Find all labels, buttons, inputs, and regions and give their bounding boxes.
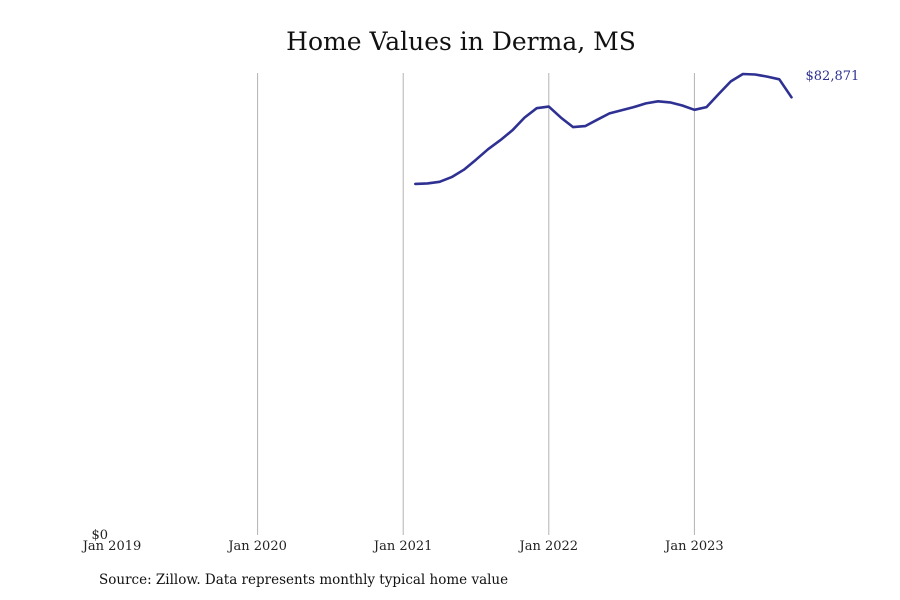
y-tick-labels: $0 xyxy=(91,528,108,543)
x-tick-label: Jan 2019 xyxy=(81,539,142,554)
data-labels: $82,871 xyxy=(806,69,860,84)
chart-title: Home Values in Derma, MS xyxy=(286,27,636,56)
x-tick-label: Jan 2023 xyxy=(663,539,724,554)
series-layer xyxy=(413,72,793,186)
x-tick-labels: Jan 2019 Jan 2020 Jan 2021 Jan 2022 Jan 2023 xyxy=(81,539,724,554)
source-note: Source: Zillow. Data represents monthly … xyxy=(99,572,509,588)
x-tick-label: Jan 2022 xyxy=(518,539,579,554)
y-tick-label: $0 xyxy=(91,528,108,543)
x-tick-label: Jan 2020 xyxy=(226,539,287,554)
gridlines xyxy=(257,73,695,535)
x-tick-label: Jan 2021 xyxy=(372,539,433,554)
end-value-label: $82,871 xyxy=(806,69,860,84)
series-line xyxy=(413,72,793,186)
